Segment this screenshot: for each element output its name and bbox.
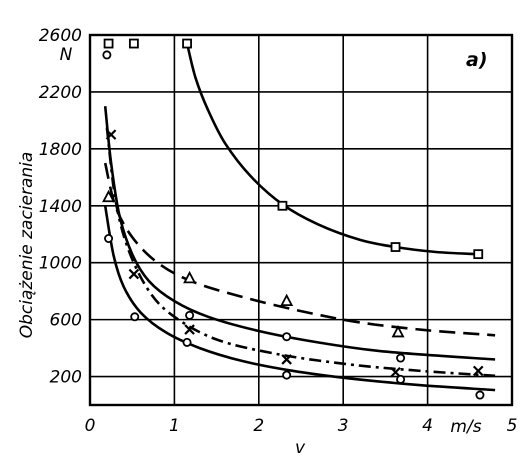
curves bbox=[103, 43, 496, 392]
x-tick-label: 0 bbox=[85, 416, 96, 436]
y-tick-label: 1800 bbox=[39, 140, 82, 160]
y-axis-title: Obciążenie zacierania bbox=[17, 152, 37, 339]
series-2-triangle-marker bbox=[391, 324, 405, 338]
y-tick-label: 2200 bbox=[39, 83, 82, 103]
panel-label: a) bbox=[466, 49, 488, 71]
series-1-square-marker bbox=[277, 200, 288, 211]
y-tick-label: 1400 bbox=[39, 197, 82, 217]
series-1-square-marker bbox=[473, 249, 484, 260]
series-4-x-marker bbox=[105, 129, 117, 140]
series-3-circle-marker bbox=[185, 310, 195, 320]
series-3-circle-marker bbox=[130, 312, 140, 322]
x-axis-title: v bbox=[295, 438, 306, 458]
y-tick-label: 1000 bbox=[39, 254, 82, 274]
series-4-x-marker bbox=[128, 268, 140, 280]
series-3-circle-marker bbox=[282, 332, 292, 342]
series-5-circle-marker bbox=[475, 390, 485, 400]
series-5-circle-marker bbox=[104, 233, 114, 243]
series-2-curve bbox=[103, 162, 496, 337]
series-2-triangle-marker bbox=[183, 270, 197, 284]
series-1-square-marker bbox=[128, 38, 139, 49]
series-4-x-marker bbox=[281, 354, 292, 365]
x-tick-label: 1 bbox=[169, 416, 180, 436]
series-3-curve bbox=[103, 106, 496, 361]
series-4-x-marker bbox=[472, 365, 484, 377]
series-4-x-marker bbox=[184, 324, 195, 335]
series-3-circle-marker bbox=[102, 50, 112, 60]
series-3-circle-marker bbox=[396, 353, 406, 363]
y-tick-label: 2600 bbox=[39, 26, 82, 46]
plot-frame bbox=[88, 33, 514, 407]
series-5-curve bbox=[103, 205, 496, 392]
x-tick-label: 2 bbox=[253, 416, 264, 436]
series-4-x-marker bbox=[390, 366, 401, 378]
series-1-square-marker bbox=[390, 242, 401, 252]
y-tick-label: 600 bbox=[50, 311, 82, 331]
series-1-square-marker bbox=[103, 38, 114, 49]
markers bbox=[102, 38, 485, 400]
series-2-triangle-marker bbox=[102, 189, 116, 203]
series-5-circle-marker bbox=[282, 370, 292, 380]
x-tick-labels: 0 1 2 3 4 5 bbox=[85, 416, 518, 436]
series-5-circle-marker bbox=[182, 337, 192, 347]
y-unit-label: N bbox=[60, 45, 73, 65]
series-4-curve bbox=[105, 127, 496, 378]
grid bbox=[90, 35, 512, 405]
x-tick-label: 5 bbox=[507, 416, 518, 436]
series-5-circle-marker bbox=[396, 374, 406, 384]
x-tick-label: 4 bbox=[422, 416, 433, 436]
y-tick-label: 200 bbox=[50, 368, 82, 388]
series-1-square-marker bbox=[182, 38, 192, 49]
x-unit-label: m/s bbox=[450, 417, 481, 437]
y-tick-labels: 200 600 1000 1400 1800 2200 2600 bbox=[39, 26, 82, 388]
series-2-triangle-marker bbox=[280, 293, 294, 307]
x-tick-label: 3 bbox=[338, 416, 349, 436]
